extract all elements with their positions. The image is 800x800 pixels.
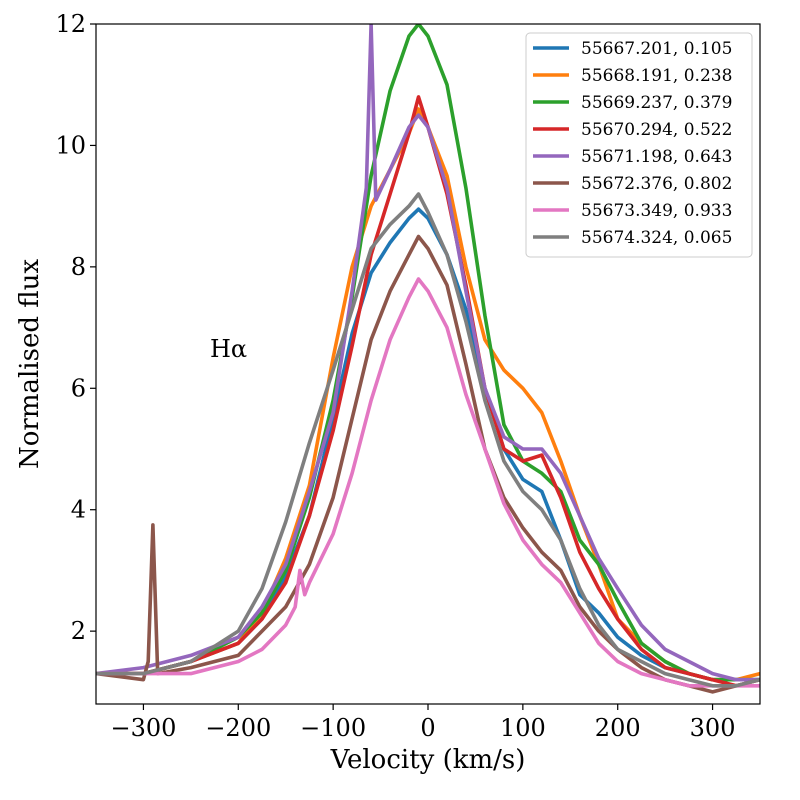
x-axis-label: Velocity (km/s) bbox=[330, 745, 526, 775]
series-layer bbox=[96, 24, 760, 694]
y-tick-label: 8 bbox=[71, 253, 86, 281]
legend-entry-label: 55673.349, 0.933 bbox=[581, 201, 732, 221]
series-line-4 bbox=[96, 24, 760, 682]
series-line-5 bbox=[96, 234, 760, 694]
y-axis-label: Normalised flux bbox=[15, 259, 45, 469]
x-tick-label: −200 bbox=[205, 714, 271, 742]
x-tick-label: 100 bbox=[500, 714, 546, 742]
x-tick-label: 300 bbox=[690, 714, 736, 742]
legend: 55667.201, 0.105 55668.191, 0.238 55669.23… bbox=[525, 32, 753, 258]
y-axis-ticks: 2 4 6 8 10 12 bbox=[55, 10, 96, 645]
series-line-6 bbox=[96, 277, 760, 688]
y-tick-label: 12 bbox=[55, 10, 86, 38]
legend-entry-label: 55668.191, 0.238 bbox=[581, 66, 732, 86]
legend-entry-label: 55671.198, 0.643 bbox=[581, 147, 732, 167]
legend-entry-label: 55667.201, 0.105 bbox=[581, 39, 732, 59]
series-line-7 bbox=[96, 192, 760, 688]
y-tick-label: 4 bbox=[71, 496, 86, 524]
x-tick-label: 200 bbox=[595, 714, 641, 742]
legend-entry-label: 55670.294, 0.522 bbox=[581, 120, 732, 140]
legend-entry-label: 55674.324, 0.065 bbox=[581, 228, 732, 248]
x-axis-ticks: −300 −200 −100 0 100 200 300 bbox=[110, 704, 735, 742]
legend-box bbox=[525, 32, 753, 258]
halpha-annotation: Hα bbox=[210, 335, 247, 363]
x-tick-label: 0 bbox=[420, 714, 435, 742]
legend-entry-label: 55669.237, 0.379 bbox=[581, 93, 732, 113]
y-tick-label: 6 bbox=[71, 374, 86, 402]
y-tick-label: 2 bbox=[71, 617, 86, 645]
series-line-2 bbox=[96, 24, 760, 682]
x-tick-label: −100 bbox=[300, 714, 366, 742]
series-line-0 bbox=[96, 207, 760, 682]
y-tick-label: 10 bbox=[55, 131, 86, 159]
legend-entry-label: 55672.376, 0.802 bbox=[581, 174, 732, 194]
x-tick-label: −300 bbox=[110, 714, 176, 742]
